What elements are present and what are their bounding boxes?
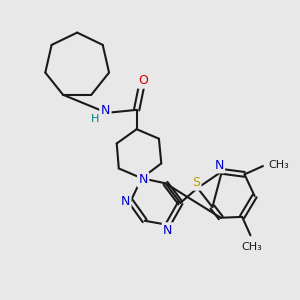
Text: H: H bbox=[91, 114, 99, 124]
Text: N: N bbox=[101, 104, 110, 117]
Text: N: N bbox=[214, 159, 224, 172]
Text: CH₃: CH₃ bbox=[242, 242, 262, 252]
Text: O: O bbox=[138, 74, 148, 87]
Text: N: N bbox=[163, 224, 172, 237]
Text: S: S bbox=[192, 176, 200, 189]
Text: N: N bbox=[139, 173, 148, 186]
Text: CH₃: CH₃ bbox=[268, 160, 289, 170]
Text: N: N bbox=[121, 195, 130, 208]
